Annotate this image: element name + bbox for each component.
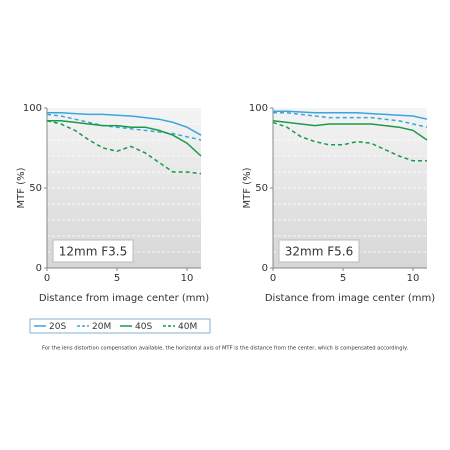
x-tick-label: 0: [44, 273, 50, 284]
y-axis-label: MTF (%): [16, 167, 27, 208]
annotation: 12mm F3.5: [52, 239, 134, 263]
series-line: [272, 120, 428, 141]
footnote: For the lens distortion compensation ava…: [42, 346, 408, 352]
x-tick-label: 10: [407, 273, 420, 284]
series-line: [46, 120, 202, 175]
y-tick-label: 0: [36, 263, 42, 274]
x-tick-label: 5: [340, 273, 346, 284]
legend-label: 40S: [135, 322, 152, 332]
annotation-text: 12mm F3.5: [59, 245, 127, 259]
legend-label: 20M: [92, 322, 111, 332]
legend-label: 20S: [49, 322, 66, 332]
series-line: [272, 121, 427, 162]
x-tick-label: 0: [270, 273, 276, 284]
series-line: [273, 112, 428, 128]
y-tick-label: 0: [262, 263, 268, 274]
y-tick-label: 50: [29, 183, 42, 194]
annotation-box: [278, 239, 360, 263]
y-tick-label: 100: [249, 103, 268, 114]
annotation-box: [52, 239, 134, 263]
y-tick-label: 50: [255, 183, 268, 194]
x-tick-label: 5: [114, 273, 120, 284]
annotation: 32mm F5.6: [278, 239, 360, 263]
annotation-text: 32mm F5.6: [285, 245, 353, 259]
x-axis-label: Distance from image center (mm): [265, 293, 435, 304]
x-tick-label: 10: [181, 273, 194, 284]
y-axis-label: MTF (%): [242, 167, 253, 208]
series-line: [46, 113, 202, 141]
series-line: [47, 120, 202, 157]
y-tick-label: 100: [23, 103, 42, 114]
series-line: [273, 110, 428, 120]
series-line: [47, 112, 202, 136]
legend-label: 40M: [178, 322, 197, 332]
x-axis-label: Distance from image center (mm): [39, 293, 209, 304]
